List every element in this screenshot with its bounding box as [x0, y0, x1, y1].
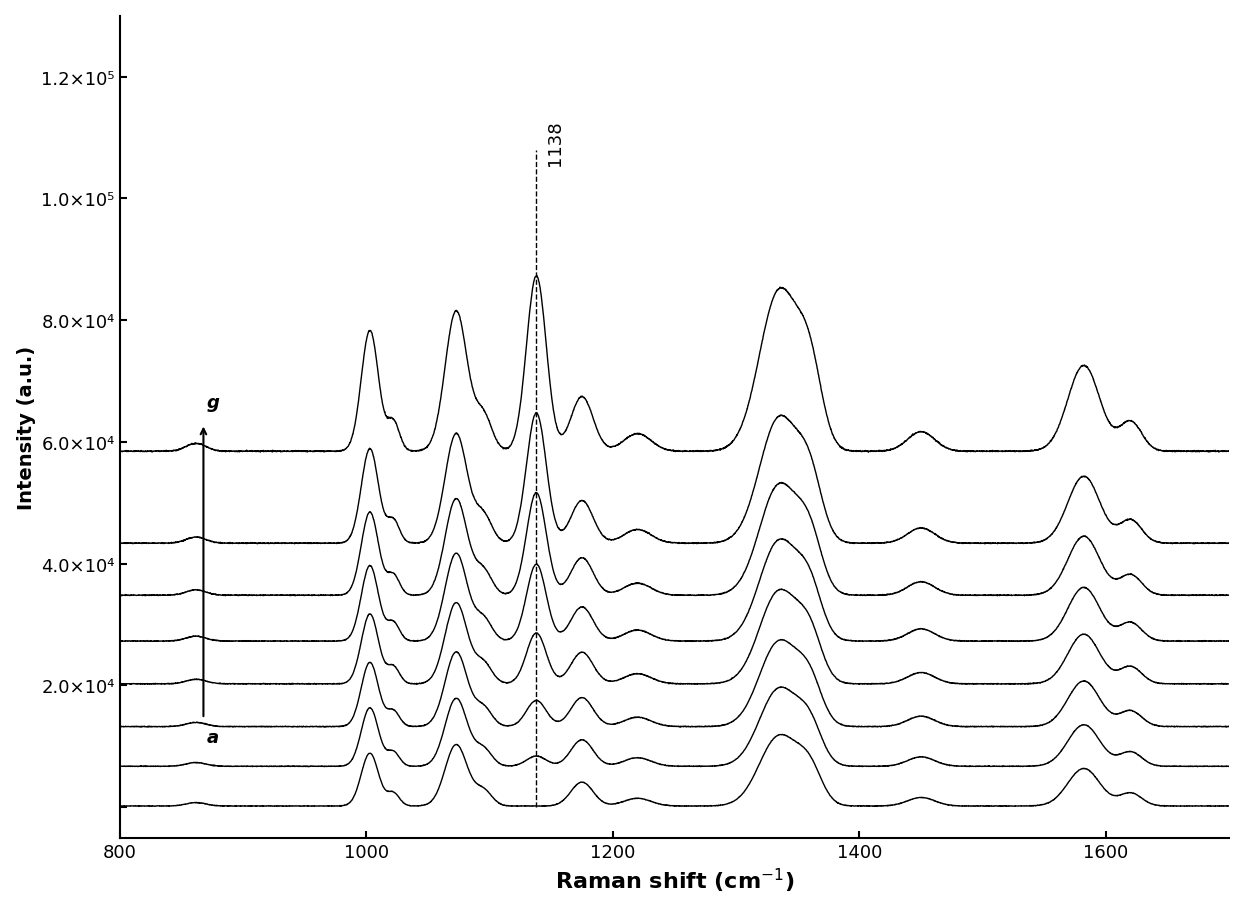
Text: a: a: [207, 728, 219, 746]
Text: 1138: 1138: [546, 120, 564, 166]
Y-axis label: Intensity (a.u.): Intensity (a.u.): [16, 345, 36, 509]
X-axis label: Raman shift (cm$^{-1}$): Raman shift (cm$^{-1}$): [554, 866, 794, 895]
Text: g: g: [207, 394, 221, 412]
